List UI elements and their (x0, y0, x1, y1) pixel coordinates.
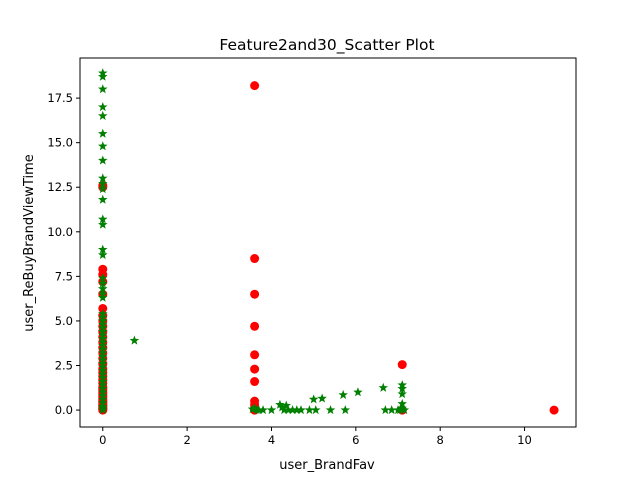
data-point-star (98, 71, 108, 81)
y-tick-label: 5.0 (55, 314, 73, 328)
data-point-star (98, 244, 108, 254)
data-point-star (98, 178, 108, 188)
y-tick-label: 12.5 (47, 180, 73, 194)
data-point-star (397, 403, 407, 413)
x-tick-label: 4 (268, 433, 275, 447)
points-layer (98, 68, 559, 415)
y-axis-ticks: 0.0 2.5 5.0 7.5 10.0 12.5 15.0 17.5 (47, 91, 80, 417)
data-point-circle (250, 350, 260, 360)
data-point-star (98, 283, 108, 293)
data-point-star (98, 128, 108, 138)
y-tick-label: 7.5 (55, 269, 73, 283)
x-tick-label: 6 (352, 433, 359, 447)
data-point-star (380, 405, 391, 415)
data-point-star (98, 219, 108, 229)
x-tick-label: 2 (183, 433, 190, 447)
x-axis-ticks: 0 2 4 6 8 10 (99, 427, 532, 447)
data-point-star (281, 400, 291, 410)
data-point-star (254, 405, 264, 415)
data-point-star (129, 335, 140, 345)
data-point-star (378, 382, 389, 392)
data-point-star (98, 214, 108, 224)
data-point-star (98, 292, 108, 302)
data-point-star (98, 102, 108, 112)
x-tick-label: 10 (517, 433, 532, 447)
data-point-circle (98, 264, 108, 274)
data-point-star (98, 194, 108, 204)
data-point-circle (250, 254, 260, 264)
data-point-circle (250, 377, 260, 387)
data-point-circle (250, 289, 260, 299)
data-point-star (279, 405, 289, 415)
data-point-star (98, 173, 108, 183)
plot-frame (79, 57, 577, 428)
data-point-star (353, 387, 363, 397)
data-point-star (292, 405, 302, 415)
data-point-star (311, 405, 321, 415)
data-point-star (98, 141, 108, 151)
data-point-star (283, 405, 294, 415)
data-point-star (308, 394, 319, 404)
y-tick-label: 15.0 (47, 136, 73, 150)
data-point-star (277, 402, 287, 412)
y-tick-label: 2.5 (55, 359, 73, 373)
data-point-star (98, 110, 108, 120)
data-point-star (266, 405, 277, 415)
y-tick-label: 0.0 (55, 403, 73, 417)
chart-title: Feature2and30_Scatter Plot (219, 36, 434, 55)
y-axis-label: user_ReBuyBrandViewTime (22, 154, 37, 332)
data-point-star (304, 405, 315, 415)
data-point-star (98, 405, 108, 415)
data-point-star (386, 405, 397, 415)
data-point-star (399, 405, 410, 415)
data-point-star (287, 405, 298, 415)
data-point-star (258, 405, 268, 415)
data-point-star (397, 389, 407, 399)
data-point-circle (250, 364, 260, 374)
data-point-circle (549, 405, 559, 415)
data-point-circle (98, 303, 108, 313)
data-point-star (98, 278, 108, 288)
data-point-circle (250, 81, 260, 91)
data-point-star (98, 84, 108, 94)
data-point-star (275, 399, 285, 409)
data-point-star (98, 184, 108, 194)
data-point-star (338, 389, 348, 399)
data-point-star (249, 403, 260, 413)
data-point-star (98, 249, 108, 260)
data-point-star (296, 405, 306, 415)
data-point-circle (397, 360, 407, 370)
data-point-star (325, 405, 336, 415)
data-point-star (98, 155, 108, 165)
data-point-circle (250, 321, 260, 331)
data-point-star (397, 383, 407, 393)
x-axis-label: user_BrandFav (279, 458, 375, 473)
data-point-star (340, 405, 351, 415)
data-point-star (317, 393, 327, 403)
x-tick-label: 0 (99, 433, 106, 447)
data-point-star (98, 273, 108, 283)
y-tick-label: 10.0 (47, 225, 73, 239)
y-tick-label: 17.5 (47, 91, 73, 105)
x-tick-label: 8 (437, 433, 444, 447)
